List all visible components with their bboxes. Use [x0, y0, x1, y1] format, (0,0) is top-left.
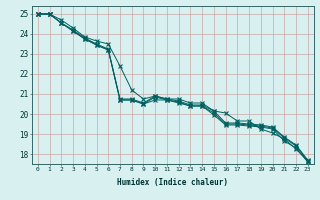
X-axis label: Humidex (Indice chaleur): Humidex (Indice chaleur) [117, 178, 228, 187]
